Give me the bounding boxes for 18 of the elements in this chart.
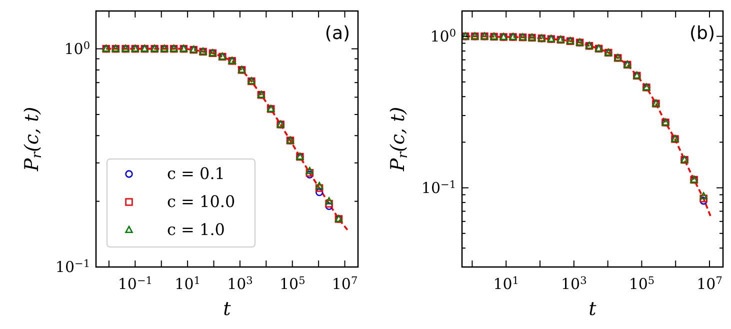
x-tick-label: 10$^{5}$	[279, 275, 306, 293]
x-tick-label: 10$^{1}$	[493, 275, 519, 293]
x-tick-label: 10$^{3}$	[227, 275, 253, 293]
y-tick-label: 10$^{0}$	[430, 27, 456, 46]
x-tick-label: 10$^{3}$	[561, 275, 587, 293]
annotation: (b)	[690, 23, 715, 44]
x-tick-label: 10$^{1}$	[174, 275, 200, 293]
annotation: (a)	[324, 23, 350, 44]
y-tick-label: 10$^{0}$	[64, 40, 90, 58]
x-tick-label: 10$^{5}$	[628, 275, 655, 293]
x-axis-title: t	[223, 298, 232, 320]
x-axis-title: t	[588, 298, 597, 320]
legend-label: c = 10.0	[167, 192, 236, 211]
x-tick-label: 10$^{7}$	[696, 275, 722, 293]
x-tick-label: 10$^{7}$	[332, 275, 358, 293]
legend-label: c = 1.0	[167, 220, 225, 239]
legend-label: c = 0.1	[167, 164, 225, 183]
x-tick-label: 10$^{−1}$	[118, 275, 152, 293]
